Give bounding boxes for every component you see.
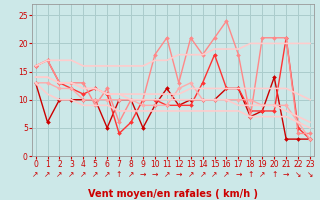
X-axis label: Vent moyen/en rafales ( km/h ): Vent moyen/en rafales ( km/h ) bbox=[88, 189, 258, 199]
Text: ↗: ↗ bbox=[164, 170, 170, 179]
Text: ↗: ↗ bbox=[212, 170, 218, 179]
Text: ↗: ↗ bbox=[188, 170, 194, 179]
Text: →: → bbox=[176, 170, 182, 179]
Text: ↑: ↑ bbox=[271, 170, 277, 179]
Text: ↗: ↗ bbox=[92, 170, 99, 179]
Text: →: → bbox=[140, 170, 146, 179]
Text: ↗: ↗ bbox=[259, 170, 266, 179]
Text: ↗: ↗ bbox=[32, 170, 39, 179]
Text: ↗: ↗ bbox=[104, 170, 110, 179]
Text: ↗: ↗ bbox=[128, 170, 134, 179]
Text: ↘: ↘ bbox=[295, 170, 301, 179]
Text: ↗: ↗ bbox=[44, 170, 51, 179]
Text: ↘: ↘ bbox=[307, 170, 313, 179]
Text: ↗: ↗ bbox=[80, 170, 86, 179]
Text: →: → bbox=[283, 170, 289, 179]
Text: ↑: ↑ bbox=[247, 170, 253, 179]
Text: ↗: ↗ bbox=[199, 170, 206, 179]
Text: ↗: ↗ bbox=[223, 170, 230, 179]
Text: ↑: ↑ bbox=[116, 170, 122, 179]
Text: ↗: ↗ bbox=[68, 170, 75, 179]
Text: ↗: ↗ bbox=[56, 170, 63, 179]
Text: →: → bbox=[152, 170, 158, 179]
Text: →: → bbox=[235, 170, 242, 179]
